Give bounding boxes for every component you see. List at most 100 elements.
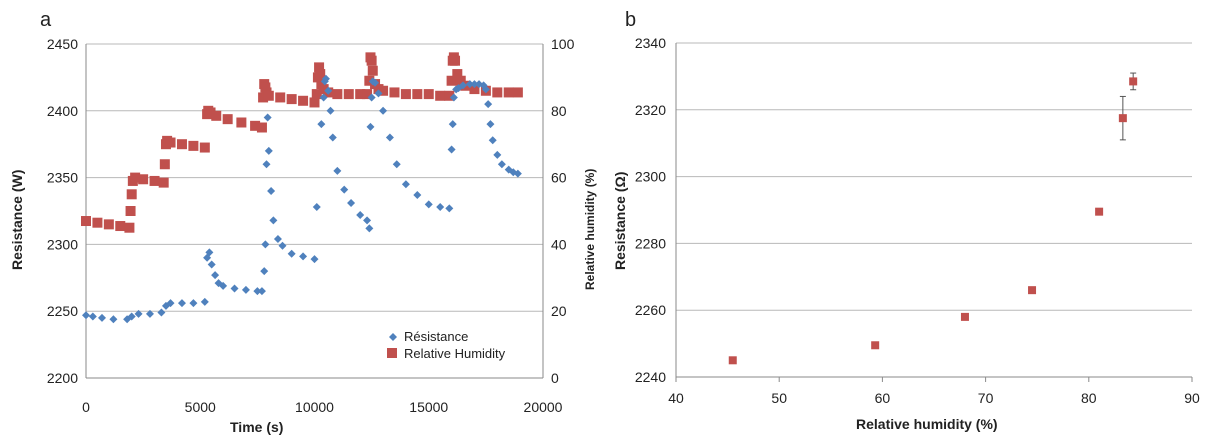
data-point-resistance: [123, 315, 132, 324]
y-tick-label-a: 2400: [47, 103, 78, 119]
data-point-humidity: [400, 89, 411, 100]
data-point-humidity: [389, 87, 400, 98]
data-point-humidity: [258, 92, 269, 103]
data-point-resistance: [367, 93, 376, 102]
data-point-resistance: [385, 133, 394, 142]
data-point-resistance: [257, 287, 266, 296]
x-tick-label-a: 20000: [524, 399, 563, 415]
data-point-resistance: [447, 145, 456, 154]
data-point-resistance: [324, 86, 333, 95]
data-point-resistance: [356, 211, 365, 220]
data-point-humidity: [103, 219, 114, 230]
data-point-resistance: [273, 235, 282, 244]
data-point-humidity: [256, 122, 267, 133]
y2-axis-title-a: Relative humidity (%): [583, 169, 597, 290]
data-point-humidity: [222, 114, 233, 125]
data-point-humidity: [311, 89, 322, 100]
y-axis-title-b: Resistance (Ω): [612, 172, 628, 270]
y-tick-label-a: 2350: [47, 170, 78, 186]
data-point-humidity: [199, 142, 210, 153]
data-point-resistance: [88, 312, 97, 321]
data-point: [1028, 286, 1037, 295]
x-tick-label-b: 60: [875, 390, 891, 406]
data-point-humidity: [367, 65, 378, 76]
data-point-humidity: [236, 117, 247, 128]
data-point-humidity: [250, 120, 261, 131]
data-point-resistance: [211, 271, 220, 280]
x-tick-label-b: 70: [978, 390, 994, 406]
y-axis-title-a: Resistance (W): [9, 170, 25, 270]
data-point-resistance: [365, 224, 374, 233]
data-point-resistance: [97, 313, 106, 322]
data-point: [1095, 207, 1104, 216]
data-point-humidity: [366, 55, 377, 66]
data-point-humidity: [469, 84, 480, 95]
data-point-humidity: [115, 221, 126, 232]
data-point-resistance: [484, 100, 493, 109]
data-point-resistance: [261, 240, 270, 249]
x-tick-label-a: 5000: [185, 399, 216, 415]
x-axis-title-a: Time (s): [230, 419, 283, 435]
data-point-resistance: [177, 299, 186, 308]
data-point-resistance: [488, 136, 497, 145]
data-point-humidity: [159, 159, 170, 170]
data-point-humidity: [286, 94, 297, 105]
data-point-resistance: [264, 146, 273, 155]
data-point-humidity: [176, 139, 187, 150]
data-point-resistance: [241, 285, 250, 294]
data-point: [1129, 77, 1138, 86]
data-point-humidity: [211, 110, 222, 121]
y2-tick-label-a: 20: [551, 303, 567, 319]
y2-tick-label-a: 60: [551, 170, 567, 186]
legend-label-resistance: Résistance: [404, 329, 468, 344]
data-point-resistance: [371, 78, 380, 87]
data-point-resistance: [326, 106, 335, 115]
y2-tick-label-a: 100: [551, 36, 575, 52]
data-point-resistance: [189, 299, 198, 308]
y-tick-label-b: 2280: [635, 235, 666, 251]
data-point-resistance: [310, 255, 319, 264]
y-tick-label-a: 2200: [47, 370, 78, 386]
data-point-resistance: [219, 281, 228, 290]
data-point-humidity: [124, 222, 135, 233]
x-tick-label-a: 0: [82, 399, 90, 415]
data-point-humidity: [309, 97, 320, 108]
data-point-resistance: [392, 160, 401, 169]
y-tick-label-b: 2240: [635, 369, 666, 385]
data-point-resistance: [374, 89, 383, 98]
chart-a: a 2200 2250 2300 2350 2400 2450 0 20 40 60 80 100 0 5…: [9, 9, 597, 435]
data-point-humidity: [125, 206, 136, 216]
data-point-humidity: [205, 107, 216, 118]
data-point-humidity: [412, 89, 423, 100]
data-point-resistance: [465, 80, 474, 89]
data-point-resistance: [200, 297, 209, 306]
x-tick-label-b: 80: [1081, 390, 1097, 406]
data-point-resistance: [145, 309, 154, 318]
y2-tick-label-a: 80: [551, 103, 567, 119]
data-point-resistance: [436, 202, 445, 211]
y-tick-label-a: 2250: [47, 303, 78, 319]
data-point-resistance: [269, 216, 278, 225]
data-point-humidity: [444, 90, 455, 101]
y-tick-label-b: 2260: [635, 302, 666, 318]
x-tick-label-b: 90: [1184, 390, 1200, 406]
data-point-resistance: [230, 284, 239, 293]
legend-marker-humidity: [387, 348, 397, 358]
data-point-humidity: [130, 172, 141, 183]
y2-tick-label-a: 0: [551, 370, 559, 386]
data-point-resistance: [253, 287, 262, 296]
data-point-humidity: [512, 87, 523, 98]
data-point-humidity: [435, 90, 446, 101]
data-point-humidity: [343, 89, 354, 100]
data-point-resistance: [363, 216, 372, 225]
data-point: [871, 341, 880, 350]
data-point-humidity: [446, 75, 457, 86]
chart-b: b 2240 2260 2280 2300 2320 2340 40 50 60 70 80 90 R…: [612, 9, 1200, 432]
data-point-resistance: [82, 311, 90, 320]
data-point-resistance: [207, 260, 216, 269]
panel-label-a: a: [40, 9, 52, 31]
data-point-humidity: [423, 89, 434, 100]
data-point-humidity: [275, 92, 286, 103]
data-point-resistance: [203, 253, 212, 262]
data-point-resistance: [497, 160, 506, 169]
